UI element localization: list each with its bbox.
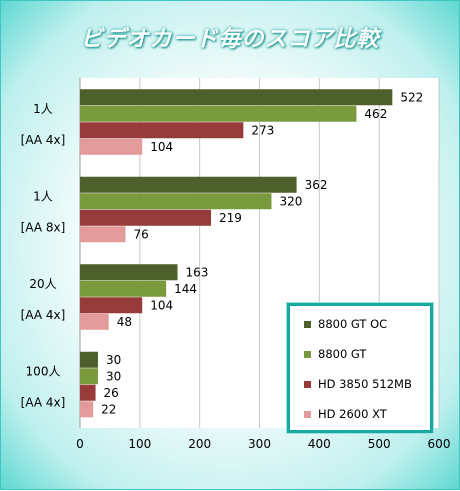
bar — [80, 368, 98, 385]
data-label: 48 — [117, 315, 132, 329]
bar — [80, 193, 272, 210]
legend-swatch — [304, 380, 311, 388]
category-label: [AA 4x] — [21, 133, 66, 147]
data-label: 362 — [305, 178, 328, 192]
legend-swatch — [304, 350, 311, 358]
x-tick-label: 300 — [248, 437, 271, 451]
x-tick-label: 200 — [188, 437, 211, 451]
legend-item-series-3: HD 2600 XT — [304, 406, 387, 422]
legend-label: 8800 GT — [318, 347, 367, 361]
chart-title: ビデオカード毎のスコア比較 — [80, 27, 380, 52]
data-label: 522 — [400, 91, 423, 105]
bar — [80, 297, 143, 314]
category-label: 1人 — [33, 189, 53, 203]
legend-label: HD 3850 512MB — [318, 377, 412, 391]
bar — [80, 264, 178, 281]
data-label: 76 — [133, 228, 148, 242]
bar — [80, 176, 297, 193]
legend-label: 8800 GT OC — [318, 317, 388, 331]
data-label: 320 — [279, 195, 302, 209]
x-tick-label: 400 — [308, 437, 331, 451]
x-tick-label: 100 — [128, 437, 151, 451]
data-label: 30 — [106, 370, 121, 384]
data-label: 22 — [101, 403, 116, 417]
bar — [80, 122, 244, 139]
legend-swatch — [304, 410, 311, 418]
legend-item-series-0: 8800 GT OC — [304, 316, 387, 332]
data-label: 163 — [186, 266, 209, 280]
data-label: 104 — [150, 299, 173, 313]
bar — [80, 89, 393, 106]
category-label: 1人 — [33, 102, 53, 116]
bar — [80, 313, 109, 330]
data-label: 26 — [104, 386, 119, 400]
legend-label: HD 2600 XT — [318, 407, 387, 421]
data-label: 273 — [251, 124, 274, 138]
legend-swatch — [304, 320, 311, 328]
category-label: 20人 — [29, 277, 56, 291]
x-tick-label: 600 — [428, 437, 451, 451]
bar — [80, 351, 98, 368]
bar — [80, 280, 167, 297]
bar — [80, 226, 126, 243]
data-label: 30 — [106, 353, 121, 367]
bar — [80, 105, 357, 122]
data-label: 144 — [174, 282, 197, 296]
chart-legend: 8800 GT OC 8800 GT HD 3850 512MB HD 2600… — [287, 303, 433, 433]
data-label: 104 — [150, 140, 173, 154]
category-label: [AA 8x] — [21, 220, 66, 234]
data-label: 462 — [364, 107, 387, 121]
category-label: [AA 4x] — [21, 308, 66, 322]
category-label: 100人 — [26, 364, 61, 378]
data-label: 219 — [219, 211, 242, 225]
category-label: [AA 4x] — [21, 395, 66, 409]
x-tick-label: 500 — [368, 437, 391, 451]
bar — [80, 138, 143, 155]
bar — [80, 401, 94, 418]
bar — [80, 209, 212, 226]
x-tick-label: 0 — [76, 437, 84, 451]
legend-item-series-2: HD 3850 512MB — [304, 376, 412, 392]
legend-item-series-1: 8800 GT — [304, 346, 366, 362]
bar — [80, 384, 96, 401]
